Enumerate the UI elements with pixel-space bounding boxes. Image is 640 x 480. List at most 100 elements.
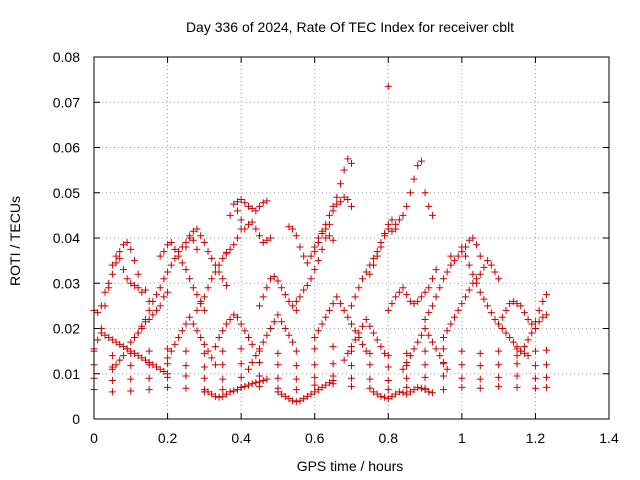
data-point [182,347,190,355]
data-point [344,349,352,357]
grid-lines [94,57,609,419]
data-point [105,284,113,292]
data-point [164,241,172,249]
data-point [366,270,374,278]
data-point [222,248,230,256]
data-point [495,347,503,355]
data-point [233,207,241,215]
data-point [513,343,521,351]
data-point [410,175,418,183]
data-point [219,361,227,369]
data-point [274,374,282,382]
data-point [259,199,267,207]
data-point [222,390,230,398]
data-point [241,327,249,335]
data-point [160,275,168,283]
data-point [370,261,378,269]
data-point [318,383,326,391]
data-point [495,361,503,369]
data-point [340,193,348,201]
data-point [403,390,411,398]
data-point [167,347,175,355]
data-point [333,293,341,301]
data-point [311,361,319,369]
data-point [142,286,149,294]
data-point [406,189,414,197]
data-point [208,390,216,398]
data-point [476,349,484,357]
data-point [252,225,260,233]
data-point [417,384,425,392]
data-point [200,363,208,371]
data-point [156,365,164,373]
data-point [156,252,164,260]
data-point [164,288,172,296]
data-point [149,311,157,319]
data-point [542,346,550,354]
data-point [414,383,422,391]
data-point [278,390,286,398]
data-point [344,155,352,163]
data-point [458,383,466,391]
data-point [186,313,194,321]
data-point [263,331,271,339]
data-point [292,375,300,383]
data-point [197,232,205,240]
data-point [311,388,319,396]
data-point [403,202,411,210]
data-point [145,386,153,394]
data-point [314,327,322,335]
data-point [506,300,514,308]
data-point [443,327,451,335]
data-point [410,300,418,308]
data-point [524,352,532,360]
data-point [186,234,194,242]
data-point [101,331,109,339]
data-point [197,334,205,342]
data-point [381,349,389,357]
data-point [329,377,337,385]
data-point [167,261,175,269]
data-point [333,193,341,201]
data-point [153,363,161,371]
data-point [142,356,149,364]
data-point [329,300,337,308]
data-point [473,279,481,287]
data-point [439,386,447,394]
data-point [458,243,466,251]
data-point [208,275,216,283]
data-point [517,302,525,310]
data-point [200,349,208,357]
data-point [476,252,484,260]
data-point [451,257,458,265]
data-point [292,362,300,370]
data-point [388,392,396,400]
data-point [233,313,241,321]
data-point [289,302,297,310]
data-point [410,386,418,394]
data-point [208,254,216,262]
data-point [531,347,539,355]
data-point [384,352,392,360]
data-point [539,297,547,305]
data-point [325,379,333,387]
data-point [256,345,264,353]
data-point [127,338,135,346]
y-tick-label: 0.08 [53,49,80,65]
data-point [495,382,503,390]
data-point [351,336,359,344]
data-point [186,275,194,283]
y-tick-label: 0.02 [53,321,80,337]
data-point [237,216,245,224]
data-point [311,248,319,256]
data-point [248,218,256,226]
data-point [348,343,355,351]
data-point [178,327,186,335]
data-point [436,284,444,292]
data-point [211,392,219,400]
data-point [200,386,208,394]
data-point [480,295,488,303]
x-tick-label: 0 [90,430,98,446]
data-point [292,232,300,240]
data-point [193,225,201,233]
